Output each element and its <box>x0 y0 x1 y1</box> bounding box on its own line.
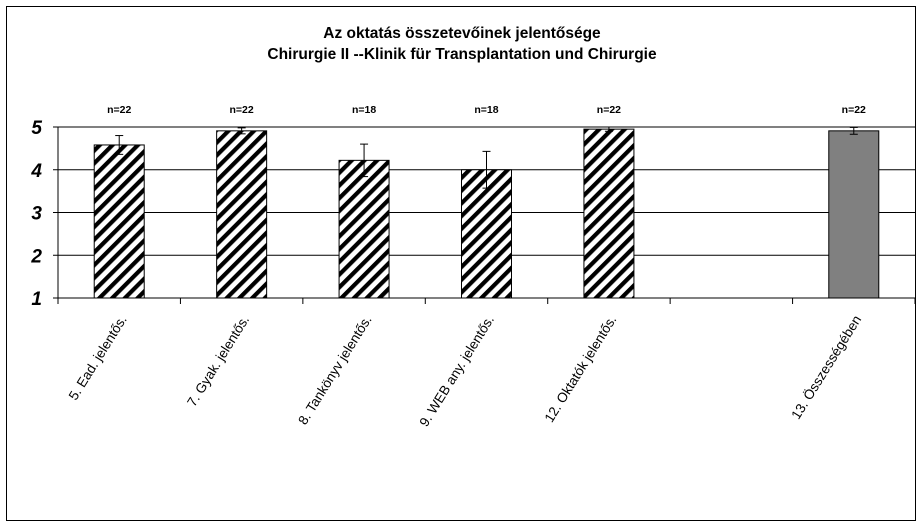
error-bar <box>849 126 858 135</box>
bar <box>216 130 268 299</box>
bar <box>93 144 145 299</box>
y-tick-label: 3 <box>31 204 42 225</box>
y-tick-label: 1 <box>31 289 42 310</box>
error-bar <box>604 126 613 132</box>
error-bar <box>482 150 491 189</box>
x-tick-label: 7. Gyak. jelentős. <box>184 313 252 409</box>
error-bar <box>115 135 124 155</box>
bar <box>338 159 390 299</box>
sample-size-label: n=18 <box>474 104 498 116</box>
x-tick-label: 8. Tankönyv jelentős. <box>295 313 374 428</box>
error-bar <box>237 127 246 135</box>
bar <box>828 130 880 299</box>
bar <box>583 128 635 299</box>
x-tick-label: 13. Összességében <box>788 313 864 422</box>
sample-size-label: n=22 <box>842 104 866 116</box>
y-tick-label: 2 <box>30 246 42 267</box>
chart-title: Az oktatás összetevőinek jelentősége <box>323 25 601 42</box>
chart-subtitle: Chirurgie II --Klinik für Transplantatio… <box>267 46 657 63</box>
sample-size-label: n=22 <box>230 104 254 116</box>
sample-size-label: n=22 <box>597 104 621 116</box>
sample-size-label: n=18 <box>352 104 376 116</box>
sample-size-label: n=22 <box>107 104 131 116</box>
y-tick-label: 5 <box>31 118 42 139</box>
bar <box>461 169 512 299</box>
x-tick-label: 5. Ead. jelentős. <box>66 313 130 403</box>
x-tick-label: 12. Oktatók jelentős. <box>542 313 620 425</box>
x-tick-label: 9. WEB any. jelentős. <box>416 313 497 430</box>
error-bar <box>360 143 369 178</box>
y-tick-label: 4 <box>30 161 42 182</box>
